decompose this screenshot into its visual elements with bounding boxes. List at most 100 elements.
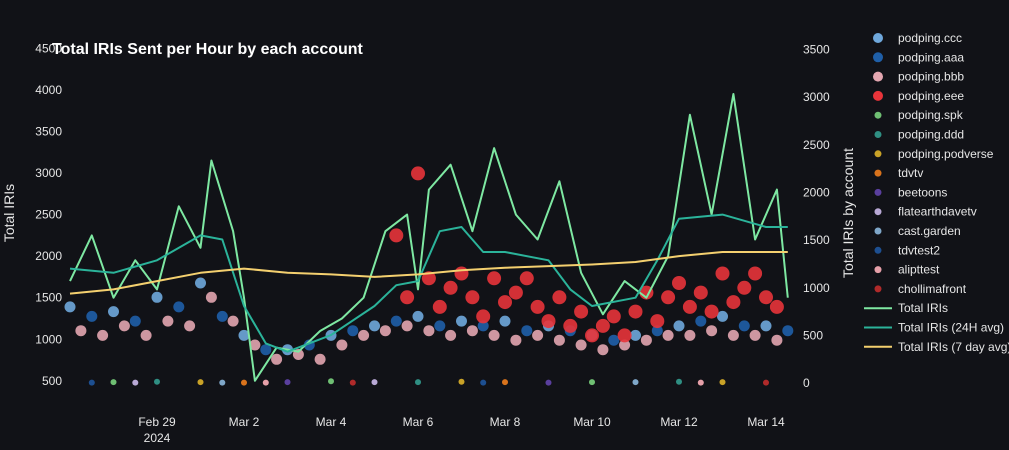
point-podping-eee xyxy=(432,299,447,314)
point-podping-eee xyxy=(715,266,730,281)
y-tick-label: 4500 xyxy=(35,41,62,55)
legend-item-total-iris-24h-avg-[interactable]: Total IRIs (24H avg) xyxy=(864,321,1004,335)
legend-item-total-iris-7-day-avg-[interactable]: Total IRIs (7 day avg) xyxy=(864,340,1009,354)
point-podping-ccc xyxy=(673,320,685,332)
legend-item-chollimafront[interactable]: chollimafront xyxy=(874,282,967,296)
y-tick-label: 4000 xyxy=(35,83,62,97)
point-podping-ccc xyxy=(717,310,728,322)
legend-label: flatearthdavetv xyxy=(898,205,977,219)
point-podping-eee xyxy=(400,290,415,305)
y-axis-title: Total IRIs xyxy=(1,184,17,242)
point-podping-aaa xyxy=(738,320,750,332)
point-podping-eee xyxy=(769,299,784,314)
legend-item-podping-podverse[interactable]: podping.podverse xyxy=(874,147,994,161)
legend-label: chollimafront xyxy=(898,282,967,296)
y2-tick-label: 500 xyxy=(803,328,823,342)
y2-tick-label: 3500 xyxy=(803,43,830,57)
lines-layer xyxy=(69,93,789,382)
point-podping-spk xyxy=(110,379,117,386)
x-tick-label: Mar 2 xyxy=(229,415,260,429)
point-podping-aaa xyxy=(86,310,98,322)
point-podping-bbb xyxy=(445,329,457,341)
legend[interactable]: podping.ccc podping.aaa podping.bbb podping… xyxy=(864,31,1009,354)
x-tick-label: Mar 12 xyxy=(660,415,698,429)
point-podping-eee xyxy=(693,285,708,300)
legend-item-podping-spk[interactable]: podping.spk xyxy=(874,108,964,122)
legend-label: podping.ccc xyxy=(898,31,962,45)
point-podping-spk xyxy=(328,378,334,385)
legend-item-total-iris[interactable]: Total IRIs xyxy=(864,301,948,315)
legend-item-flatearthdavetv[interactable]: flatearthdavetv xyxy=(874,205,977,219)
point-podping-aaa xyxy=(434,320,446,332)
point-podping-bbb xyxy=(597,344,609,356)
legend-item-cast-garden[interactable]: cast.garden xyxy=(874,224,961,238)
point-podping-ddd xyxy=(154,378,160,385)
point-podping-bbb xyxy=(227,315,239,327)
y2-tick-label: 0 xyxy=(803,376,810,390)
point-tdvtv xyxy=(241,379,247,386)
point-podping-eee xyxy=(682,299,697,314)
point-podping-ccc xyxy=(499,315,511,327)
x-tick-label: Feb 29 xyxy=(138,415,176,429)
point-podping-eee xyxy=(389,228,404,243)
point-podping-aaa xyxy=(651,325,663,337)
point-podping-ccc xyxy=(760,320,772,332)
point-podping-bbb xyxy=(662,329,674,341)
legend-swatch xyxy=(874,131,882,138)
point-podping-aaa xyxy=(347,325,359,337)
point-podping-eee xyxy=(508,285,523,300)
point-podping-bbb xyxy=(488,329,500,341)
y-axis-ticks: 500 1000 1500 2000 2500 3000 3500 4000 4500 xyxy=(35,41,62,388)
chart-title: Total IRIs Sent per Hour by each account xyxy=(52,41,364,58)
legend-label: podping.ddd xyxy=(898,128,964,142)
legend-item-podping-ccc[interactable]: podping.ccc xyxy=(873,31,962,45)
point-podping-aaa xyxy=(608,334,620,346)
point-podping-bbb xyxy=(423,325,435,337)
point-podping-eee xyxy=(672,276,686,290)
legend-item-beetoons[interactable]: beetoons xyxy=(874,185,948,199)
legend-item-tdvtest2[interactable]: tdvtest2 xyxy=(874,243,941,257)
legend-item-tdvtv[interactable]: tdvtv xyxy=(874,166,924,180)
legend-swatch xyxy=(874,246,882,254)
point-podping-eee xyxy=(617,328,632,343)
point-podping-eee xyxy=(650,314,665,329)
point-podping-eee xyxy=(541,314,556,329)
point-podping-aaa xyxy=(129,315,141,327)
point-podping-aaa xyxy=(173,301,185,313)
baseline-markers-layer xyxy=(88,378,769,386)
point-podping-eee xyxy=(421,271,436,286)
point-podping-eee xyxy=(759,290,773,305)
y2-axis-title: Total IRIs by account xyxy=(840,148,856,278)
point-podping-eee xyxy=(552,290,567,305)
point-podping-ccc xyxy=(456,315,467,327)
point-podping-ccc xyxy=(64,301,76,313)
point-podping-bbb xyxy=(706,325,718,337)
y-tick-label: 2500 xyxy=(35,208,62,222)
point-podping-bbb xyxy=(271,353,283,365)
point-podping-eee xyxy=(595,318,610,333)
x-axis-ticks: Feb 29 2024 Mar 2 Mar 4 Mar 6 Mar 8 Mar 10 Mar … xyxy=(138,415,785,445)
point-podping-aaa xyxy=(390,315,402,327)
legend-swatch xyxy=(874,188,882,196)
legend-label: podping.podverse xyxy=(898,147,994,161)
legend-item-podping-eee[interactable]: podping.eee xyxy=(873,89,964,103)
point-podping-bbb xyxy=(575,339,587,351)
point-podping-bbb xyxy=(118,320,130,332)
y2-tick-label: 3000 xyxy=(803,90,830,104)
legend-item-podping-ddd[interactable]: podping.ddd xyxy=(874,128,965,142)
legend-item-podping-bbb[interactable]: podping.bbb xyxy=(873,70,964,84)
point-podping-bbb xyxy=(553,334,565,346)
y-tick-label: 1000 xyxy=(35,332,62,346)
legend-item-podping-aaa[interactable]: podping.aaa xyxy=(873,50,964,64)
point-podping-bbb xyxy=(466,325,478,337)
legend-item-alipttest[interactable]: alipttest xyxy=(874,263,941,277)
point-podping-ccc xyxy=(108,306,119,318)
point-podping-bbb xyxy=(749,329,761,341)
point-podping-bbb xyxy=(379,325,391,337)
point-podping-bbb xyxy=(401,320,413,332)
point-podping-eee xyxy=(411,166,425,181)
series-line-total-iris-7-day-avg- xyxy=(69,251,788,295)
point-podping-eee xyxy=(563,318,578,333)
point-beetoons xyxy=(545,379,552,386)
